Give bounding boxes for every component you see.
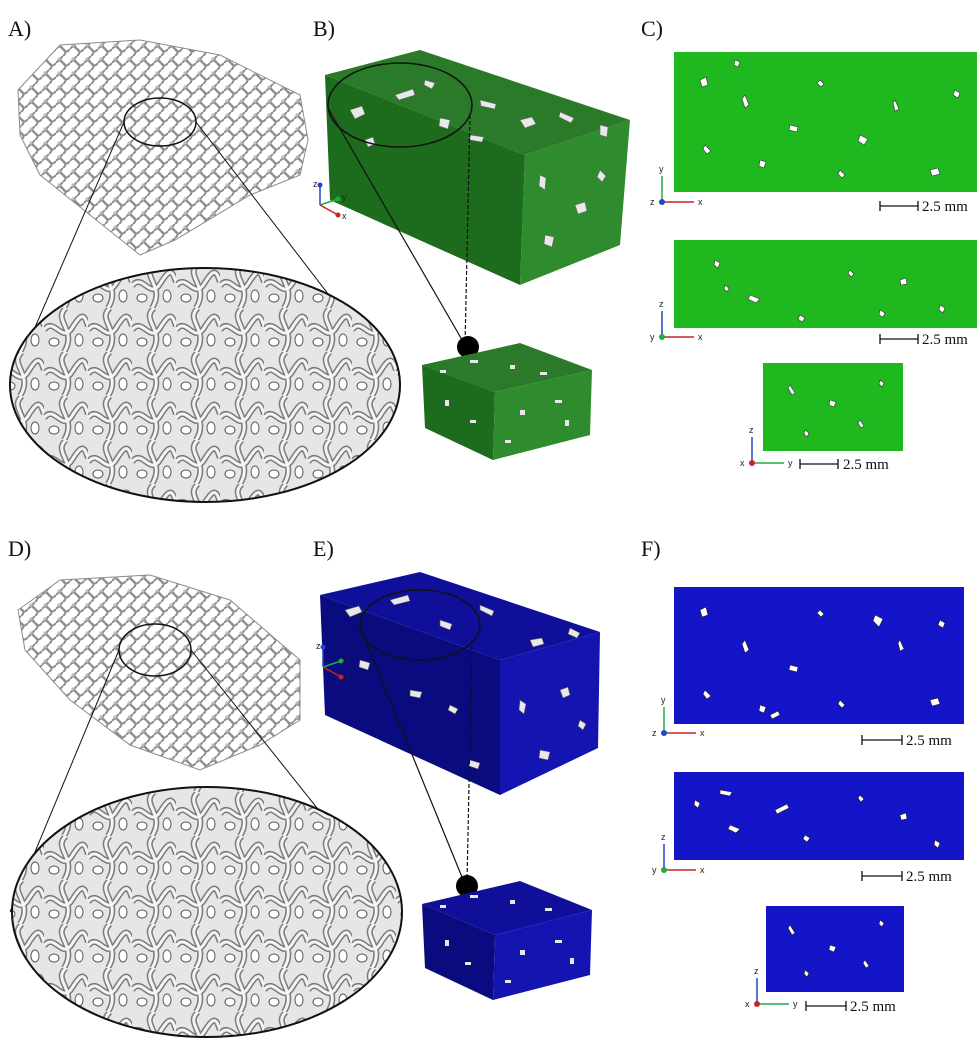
axis-y-label: y — [650, 332, 655, 342]
axis-y-label: y — [342, 192, 347, 202]
panel-f-slice-yz: z x y 2.5 mm — [745, 906, 904, 1015]
panel-c-slice-yz-axes: z x y — [740, 425, 793, 468]
axis-y-label: y — [345, 654, 350, 664]
panel-e-roi-ellipse — [359, 589, 481, 661]
panel-f-scale-bar-1: 2.5 mm — [861, 733, 952, 749]
axis-y-label: y — [793, 999, 798, 1009]
panel-c-scale-bar-1: 2.5 mm — [879, 199, 968, 215]
panel-f: F) y z x 2.5 — [641, 536, 964, 1015]
panel-b-axis-triad: z y x — [313, 179, 347, 221]
axis-x-label: x — [698, 332, 703, 342]
axis-z-label: z — [650, 197, 655, 207]
panel-c-scale-bar-2: 2.5 mm — [879, 332, 968, 348]
axis-z-label: z — [749, 425, 754, 435]
scale-bar-label: 2.5 mm — [906, 869, 952, 885]
axis-x-label: x — [698, 197, 703, 207]
panel-a: A) — [8, 16, 401, 503]
panel-e-label: E) — [313, 536, 334, 561]
panel-b-green-block-small — [422, 343, 592, 460]
scale-bar-label: 2.5 mm — [850, 999, 896, 1015]
panel-b-green-block-large — [325, 50, 630, 358]
scale-bar-label: 2.5 mm — [906, 733, 952, 749]
panel-f-scale-bar-2: 2.5 mm — [861, 869, 952, 885]
axis-z-label: z — [661, 832, 666, 842]
panel-e-blue-block-large — [320, 572, 600, 897]
axis-y-label: y — [652, 865, 657, 875]
panel-d-zoom-ellipse — [11, 786, 403, 1038]
axis-x-label: x — [700, 865, 705, 875]
panel-d-label: D) — [8, 536, 31, 561]
panel-c-scale-bar-3: 2.5 mm — [799, 457, 889, 473]
axis-y-label: y — [788, 458, 793, 468]
axis-x-label: x — [740, 458, 745, 468]
panel-a-zoom-ellipse — [9, 267, 401, 503]
panel-c-slice-xz-axes: z y x — [650, 299, 703, 342]
panel-d-bone-volume — [9, 574, 403, 1038]
panel-e: E) — [313, 536, 600, 1000]
panel-f-slice-xy: y z x 2.5 mm — [652, 587, 964, 749]
axis-z-label: z — [316, 641, 321, 651]
axis-z-label: z — [313, 179, 318, 189]
panel-f-slice-xy-axes: y z x — [652, 695, 705, 738]
panel-c-label: C) — [641, 16, 663, 41]
panel-b-roi-ellipse — [327, 62, 473, 148]
scale-bar-label: 2.5 mm — [922, 332, 968, 348]
panel-e-axis-triad: z y x — [316, 641, 350, 683]
panel-f-slice-xz: z y x 2.5 mm — [652, 772, 964, 885]
panel-c-slice-yz: z x y 2.5 mm — [740, 363, 903, 473]
panel-c-slice-xz: z y x 2.5 mm — [650, 240, 977, 348]
scale-bar-label: 2.5 mm — [922, 199, 968, 215]
panel-c-slice-xy-axes: y z x — [650, 164, 703, 207]
axis-z-label: z — [652, 728, 657, 738]
panel-c: C) y z x 2.5 — [641, 16, 977, 473]
axis-z-label: z — [659, 299, 664, 309]
axis-x-label: x — [345, 673, 350, 683]
panel-b: B) — [313, 16, 630, 460]
axis-x-label: x — [342, 211, 347, 221]
panel-b-label: B) — [313, 16, 335, 41]
scale-bar-label: 2.5 mm — [843, 457, 889, 473]
panel-e-blue-block-small — [422, 881, 592, 1000]
panel-a-label: A) — [8, 16, 31, 41]
panel-c-slice-xy: y z x 2.5 mm — [650, 52, 977, 215]
axis-x-label: x — [700, 728, 705, 738]
panel-f-scale-bar-3: 2.5 mm — [805, 999, 896, 1015]
panel-f-slice-yz-axes: z x y — [745, 966, 798, 1009]
panel-f-slice-xz-axes: z y x — [652, 832, 705, 875]
axis-y-label: y — [659, 164, 664, 174]
axis-x-label: x — [745, 999, 750, 1009]
panel-b-node-dot — [457, 336, 479, 358]
panel-e-node-dot — [456, 875, 478, 897]
panel-d: D) — [8, 536, 403, 1038]
axis-z-label: z — [754, 966, 759, 976]
panel-a-bone-volume — [9, 39, 401, 503]
panel-f-label: F) — [641, 536, 661, 561]
axis-y-label: y — [661, 695, 666, 705]
